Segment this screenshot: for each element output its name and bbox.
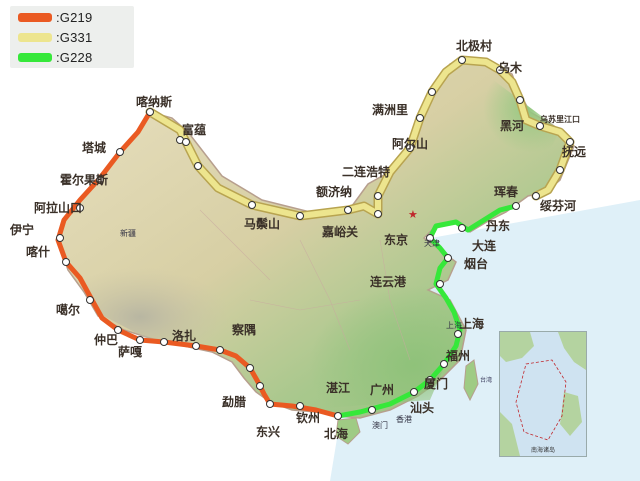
city-qinzhou: 钦州 [296,410,320,425]
route-g331-fill [147,57,573,219]
route-g219 [55,109,341,419]
city-luozha: 洛扎 [172,328,196,343]
city-suifenhe: 绥芬河 [540,198,576,213]
city-shanghai: 上海 [460,316,484,331]
city-zhanjiang: 湛江 [326,380,350,395]
city-shantou: 汕头 [410,400,434,415]
south-china-sea-inset: 南海诸岛 [499,331,587,457]
city-chayu: 察隅 [232,322,256,337]
city-fuzhou: 福州 [445,348,470,363]
city-mohe: 北极村 [456,38,492,53]
city-fuyuan: 抚远 [562,144,586,159]
taiwan-island [463,359,479,402]
city-dalian: 大连 [472,238,497,253]
city-lianyungang: 连云港 [370,274,407,289]
legend-label-g331: :G331 [56,29,93,45]
city-alashankou: 阿拉山口 [34,200,82,215]
city-jiayuguan: 嘉峪关 [321,224,358,239]
inset-caption: 南海诸岛 [530,447,555,454]
city-gar: 噶尔 [56,302,80,317]
city-guangzhou: 广州 [370,382,394,397]
inset-map [500,332,586,456]
place-shanghai: 上海 [446,320,462,330]
legend-swatch-g219 [18,12,52,22]
city-yantai: 烟台 [464,256,488,271]
southeast-green [250,250,460,410]
city-fuyun: 富蕴 [182,122,206,137]
city-horgos: 霍尔果斯 [60,172,108,187]
place-hongkong: 香港 [396,414,412,424]
city-ejina: 额济纳 [316,184,352,199]
city-wumu: 乌木 [498,60,523,75]
city-tacheng: 塔城 [82,140,106,155]
legend-label-g219: :G219 [56,9,93,25]
city-mazongshan: 马鬃山 [244,216,280,231]
city-arxan: 阿尔山 [392,136,428,151]
city-zhongba: 仲巴 [94,332,118,347]
city-mengla: 勐腊 [222,394,246,409]
hainan-island [335,417,361,445]
tibet-plateau [70,240,270,350]
capital-star-icon: ★ [408,208,418,221]
legend-swatch-g331 [18,32,52,42]
city-yining: 伊宁 [9,222,34,237]
city-erenhot: 二连浩特 [342,164,390,179]
city-heilongjiang-point: 乌苏里江口 [540,114,580,124]
city-dandong: 丹东 [486,218,510,233]
city-hunchun: 珲春 [494,184,519,199]
legend-item-g219: :G219 [18,8,92,26]
legend-label-g228: :G228 [56,49,93,65]
city-beihai: 北海 [324,426,348,441]
city-dongjing: 东京 [384,232,408,247]
place-xinjiang: 新疆 [120,228,136,238]
city-kashgar: 喀什 [26,244,50,259]
city-dongxing: 东兴 [256,424,280,439]
province-borders [199,209,411,361]
place-taiwan: 台湾 [480,376,492,384]
legend-item-g331: :G331 [18,28,92,46]
legend-swatch-g228 [18,52,52,62]
route-legend: :G219 :G331 :G228 [10,6,134,68]
legend-item-g228: :G228 [18,48,92,66]
city-saga: 萨嘎 [118,344,142,359]
city-kanas: 喀纳斯 [136,94,172,109]
place-tianjin: 天津 [424,238,440,248]
city-hulunbuir: 满洲里 [372,102,408,117]
city-heihe: 黑河 [500,118,524,133]
city-markers [56,56,574,420]
place-macau: 澳门 [372,420,388,430]
city-xiamen: 厦门 [424,376,448,391]
